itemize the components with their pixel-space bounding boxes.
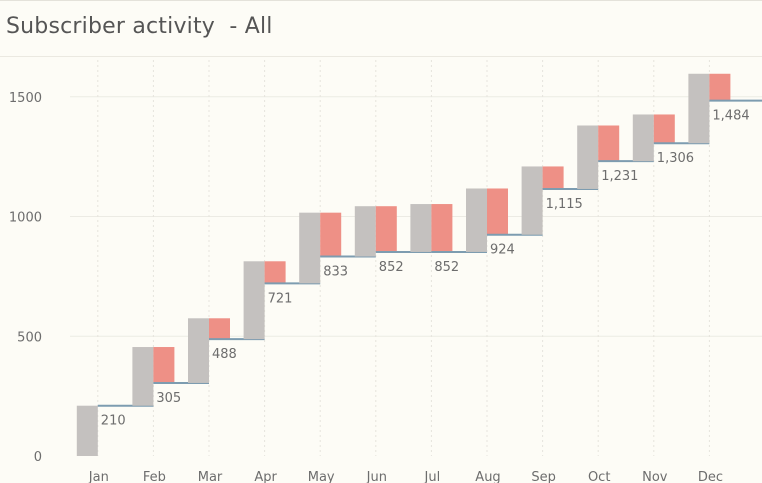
bar-lost: [487, 188, 508, 235]
chart-title: Subscriber activity - All: [6, 14, 273, 39]
y-tick-label: 1500: [9, 91, 42, 106]
x-tick-label: Oct: [588, 470, 610, 483]
bar-gained: [632, 114, 654, 162]
bar-gained: [132, 347, 154, 406]
x-tick-label: Jun: [366, 470, 387, 483]
x-tick-label: Sep: [531, 470, 556, 483]
bar-gained: [188, 318, 209, 383]
x-tick-label: Jul: [424, 470, 441, 483]
bar-gained: [354, 206, 376, 257]
data-label: 210: [101, 414, 126, 429]
bar-lost: [431, 204, 453, 252]
data-label: 924: [490, 243, 515, 258]
labels-layer: 210 305 488 721 833 852 852 924 1,115 1,231 1,306 1…: [101, 109, 750, 429]
x-tick-label: Nov: [642, 470, 668, 483]
data-label: 1,115: [546, 197, 583, 212]
bar-gained: [466, 188, 487, 252]
x-tick-label: Mar: [198, 470, 223, 483]
y-tick-label: 1000: [9, 211, 42, 226]
grid-layer: [70, 60, 762, 456]
bar-gained: [299, 212, 321, 284]
x-tick-label: Aug: [475, 470, 500, 483]
bars-layer: [76, 73, 762, 456]
title-divider: [0, 56, 762, 57]
bar-gained: [410, 204, 432, 252]
bar-gained: [76, 405, 98, 456]
bar-lost: [320, 212, 342, 257]
x-tick-label: May: [308, 470, 335, 483]
x-tick-label: Feb: [143, 470, 166, 483]
bar-lost: [542, 166, 564, 189]
bar-gained: [243, 261, 265, 340]
axis-layer: 0 500 1000 1500 Jan Feb Mar Apr May Jun Jul Aug Sep O…: [9, 91, 723, 483]
x-tick-label: Dec: [698, 470, 723, 483]
data-label: 1,484: [712, 109, 749, 124]
data-label: 721: [268, 291, 293, 306]
data-label: 305: [156, 391, 181, 406]
bar-lost: [598, 125, 620, 162]
bar-lost: [375, 206, 397, 252]
bar-lost: [709, 73, 731, 101]
bar-gained: [577, 125, 599, 189]
data-label: 852: [434, 260, 459, 275]
x-tick-label: Apr: [254, 470, 277, 483]
data-label: 488: [212, 347, 237, 362]
bar-gained: [688, 73, 710, 144]
x-tick-label: Jan: [88, 470, 109, 483]
bar-lost: [653, 114, 675, 144]
bar-lost: [153, 347, 175, 383]
data-label: 852: [379, 260, 404, 275]
top-divider: [0, 0, 762, 1]
data-label: 1,306: [657, 151, 694, 166]
bar-lost: [209, 318, 230, 340]
y-tick-label: 0: [34, 450, 42, 465]
y-tick-label: 500: [17, 330, 42, 345]
bar-gained: [521, 166, 543, 235]
data-label: 833: [323, 264, 348, 279]
data-label: 1,231: [601, 169, 638, 184]
bar-lost: [264, 261, 286, 284]
